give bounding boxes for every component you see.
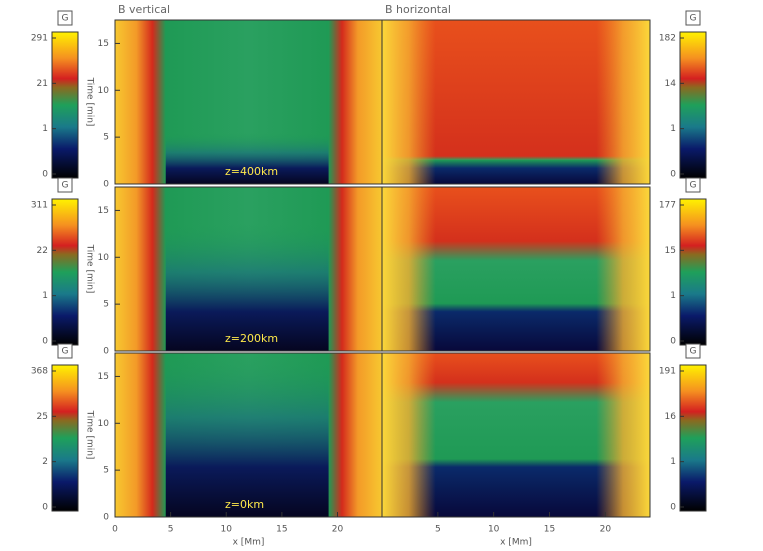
- colorbar-tick-label: 14: [665, 79, 677, 89]
- panel-frame: [381, 19, 651, 185]
- colorbar: [679, 198, 707, 346]
- height-label: z=0km: [225, 498, 264, 511]
- colorbar-tick-label: 0: [42, 170, 48, 180]
- colorbar-tick-label: 368: [31, 367, 48, 377]
- colorbar-tick-label: 22: [37, 246, 48, 256]
- colorbar-tick-label: 311: [31, 201, 48, 211]
- colorbar-tick-label: 0: [670, 170, 676, 180]
- y-tick-label: 5: [103, 466, 109, 476]
- y-tick-label: 5: [103, 133, 109, 143]
- colorbar-tick-label: 1: [42, 291, 48, 301]
- panel-frame: [381, 186, 651, 352]
- colorbar-tick-label: 25: [37, 412, 48, 422]
- x-tick-label: 5: [435, 525, 441, 535]
- colorbar: [51, 364, 79, 512]
- colorbar-tick-label: 1: [670, 291, 676, 301]
- heatmap-shade: [165, 20, 329, 184]
- colorbar: [679, 31, 707, 179]
- colorbar-tick-label: 1: [42, 124, 48, 134]
- colorbar-tick-label: 182: [659, 34, 676, 44]
- x-tick-label: 15: [544, 525, 555, 535]
- x-tick-label: 10: [488, 525, 500, 535]
- heatmap-shade: [165, 353, 329, 517]
- panel-title: B vertical: [118, 3, 170, 16]
- colorbar-tick-label: 177: [659, 201, 676, 211]
- colorbar-unit: G: [62, 347, 69, 357]
- colorbar: [679, 364, 707, 512]
- panel-title: B horizontal: [385, 3, 451, 16]
- y-tick-label: 5: [103, 300, 109, 310]
- colorbar-unit: G: [690, 181, 697, 191]
- x-tick-label: 0: [112, 525, 118, 535]
- height-label: z=200km: [225, 332, 278, 345]
- x-axis-label: x [Mm]: [233, 538, 265, 548]
- heatmap-edges: [382, 353, 650, 517]
- colorbar-tick-label: 2: [42, 457, 48, 467]
- x-tick-label: 20: [332, 525, 344, 535]
- colorbar-tick-label: 291: [31, 34, 48, 44]
- y-tick-label: 10: [98, 253, 110, 263]
- colorbar: [51, 31, 79, 179]
- colorbar-unit: G: [62, 181, 69, 191]
- y-tick-label: 0: [103, 347, 109, 357]
- x-tick-label: 10: [221, 525, 233, 535]
- colorbar-tick-label: 0: [42, 337, 48, 347]
- x-tick-label: 5: [168, 525, 174, 535]
- colorbar-tick-label: 16: [665, 412, 677, 422]
- colorbar-tick-label: 191: [659, 367, 676, 377]
- x-tick-label: 15: [276, 525, 287, 535]
- x-axis-label: x [Mm]: [500, 538, 532, 548]
- heatmap-shade: [165, 187, 329, 351]
- colorbar-unit-box: [685, 343, 701, 359]
- x-tick-label: 20: [600, 525, 612, 535]
- colorbar-unit-box: [57, 10, 73, 26]
- colorbar-unit: G: [690, 347, 697, 357]
- y-tick-label: 0: [103, 180, 109, 190]
- y-tick-label: 15: [98, 206, 109, 216]
- y-axis-label: Time [min]: [85, 244, 95, 294]
- y-axis-label: Time [min]: [85, 410, 95, 460]
- y-tick-label: 10: [98, 86, 110, 96]
- colorbar-tick-label: 21: [37, 79, 48, 89]
- colorbar-tick-label: 15: [665, 246, 676, 256]
- colorbar-tick-label: 0: [670, 503, 676, 513]
- panel-frame: [381, 352, 651, 518]
- y-axis-label: Time [min]: [85, 77, 95, 127]
- colorbar-unit: G: [62, 14, 69, 24]
- y-tick-label: 10: [98, 419, 110, 429]
- colorbar-tick-label: 1: [670, 457, 676, 467]
- height-label: z=400km: [225, 165, 278, 178]
- y-tick-label: 15: [98, 372, 109, 382]
- colorbar-unit-box: [57, 343, 73, 359]
- colorbar-unit-box: [685, 10, 701, 26]
- colorbar-tick-label: 0: [670, 337, 676, 347]
- y-tick-label: 0: [103, 513, 109, 523]
- heatmap-edges: [382, 187, 650, 351]
- colorbar-unit-box: [57, 177, 73, 193]
- colorbar-unit: G: [690, 14, 697, 24]
- heatmap-edges: [382, 20, 650, 184]
- y-tick-label: 15: [98, 39, 109, 49]
- colorbar-unit-box: [685, 177, 701, 193]
- colorbar-tick-label: 1: [670, 124, 676, 134]
- colorbar: [51, 198, 79, 346]
- colorbar-tick-label: 0: [42, 503, 48, 513]
